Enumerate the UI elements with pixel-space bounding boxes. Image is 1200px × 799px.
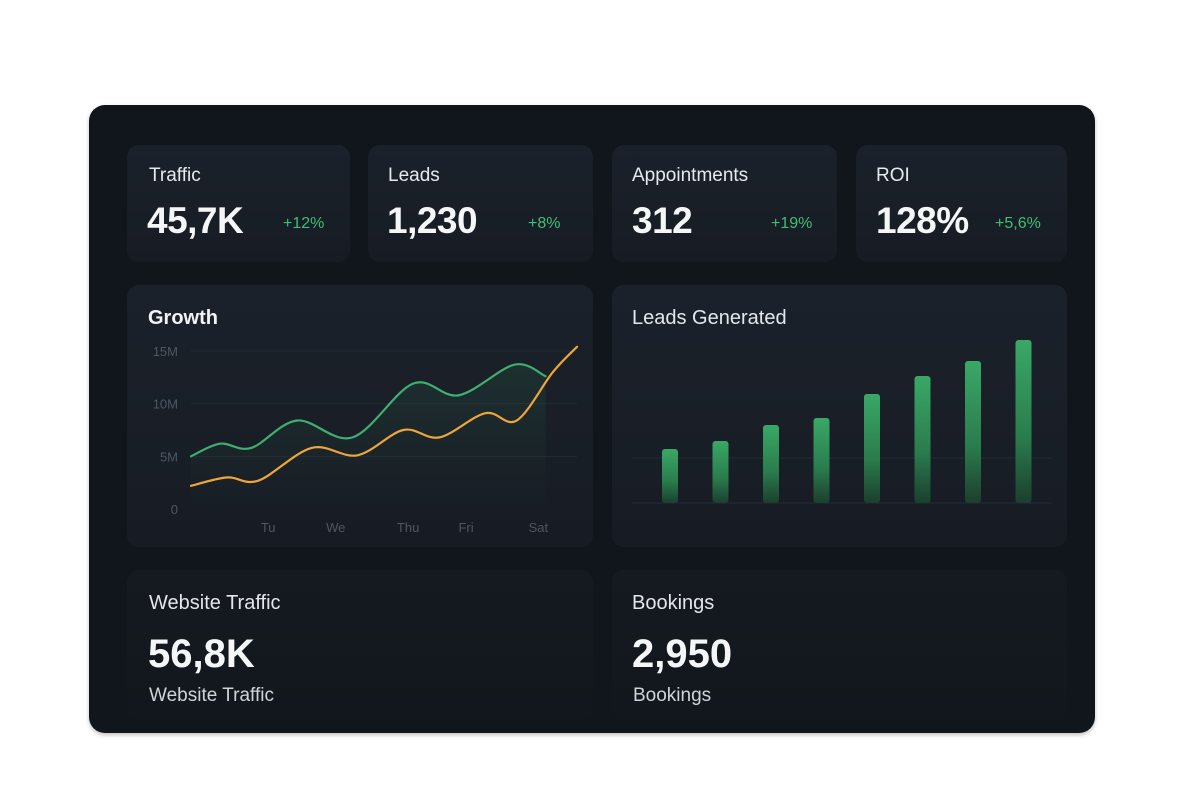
leads-generated-chart <box>632 340 1052 504</box>
bar[interactable] <box>914 376 931 503</box>
leads-generated-title: Leads Generated <box>632 307 787 329</box>
bookings-value: 2,950 <box>632 632 733 676</box>
growth-chart: 0 5M 10M 15M Tu We Thu Fri Sat <box>153 344 579 535</box>
x-tick-label: Sat <box>529 520 549 535</box>
kpi-label: ROI <box>876 165 910 186</box>
kpi-value: 1,230 <box>387 200 478 241</box>
kpi-card-appointments[interactable]: Appointments 312 +19% <box>612 145 837 262</box>
kpi-delta: +19% <box>771 215 813 232</box>
dashboard-panel: Traffic 45,7K +12% Leads 1,230 +8% Appoi… <box>89 105 1095 733</box>
bookings-label: Bookings <box>632 592 715 614</box>
growth-chart-title: Growth <box>148 307 218 329</box>
kpi-label: Traffic <box>149 165 201 186</box>
y-tick-label: 5M <box>160 449 178 464</box>
x-tick-label: Thu <box>397 520 419 535</box>
kpi-card-roi[interactable]: ROI 128% +5,6% <box>856 145 1067 262</box>
x-tick-label: Fri <box>458 520 473 535</box>
series-line-orange[interactable] <box>189 345 579 487</box>
bar[interactable] <box>712 441 729 503</box>
bar[interactable] <box>965 361 981 503</box>
kpi-label: Leads <box>388 165 440 186</box>
kpi-delta: +12% <box>283 215 325 232</box>
website-traffic-label: Website Traffic <box>149 592 281 614</box>
kpi-card-leads[interactable]: Leads 1,230 +8% <box>368 145 593 262</box>
kpi-value: 312 <box>632 200 693 241</box>
kpi-delta: +5,6% <box>995 215 1041 232</box>
series-area-green <box>191 364 546 509</box>
kpi-delta: +8% <box>528 215 561 232</box>
kpi-value: 128% <box>876 200 969 241</box>
bookings-sublabel: Bookings <box>633 685 712 706</box>
kpi-label: Appointments <box>632 165 749 186</box>
kpi-card-traffic[interactable]: Traffic 45,7K +12% <box>127 145 350 262</box>
bookings-card[interactable]: Bookings 2,950 Bookings <box>612 570 1067 720</box>
x-tick-label: We <box>326 520 345 535</box>
website-traffic-card[interactable]: Website Traffic 56,8K Website Traffic <box>127 570 593 720</box>
y-tick-label: 0 <box>171 502 178 517</box>
x-tick-label: Tu <box>261 520 276 535</box>
leads-generated-card: Leads Generated <box>612 285 1067 547</box>
y-tick-label: 10M <box>153 397 178 412</box>
website-traffic-value: 56,8K <box>148 632 255 676</box>
bar[interactable] <box>662 449 678 503</box>
bar[interactable] <box>1015 340 1032 503</box>
series-line-green[interactable] <box>189 363 547 458</box>
growth-chart-card: Growth 0 5M 10M 15M Tu We Thu Fri Sat <box>127 285 593 547</box>
kpi-value: 45,7K <box>147 200 244 241</box>
bar[interactable] <box>864 394 880 503</box>
y-tick-label: 15M <box>153 344 178 359</box>
website-traffic-sublabel: Website Traffic <box>149 685 274 706</box>
bar[interactable] <box>813 418 830 503</box>
bar[interactable] <box>763 425 779 503</box>
